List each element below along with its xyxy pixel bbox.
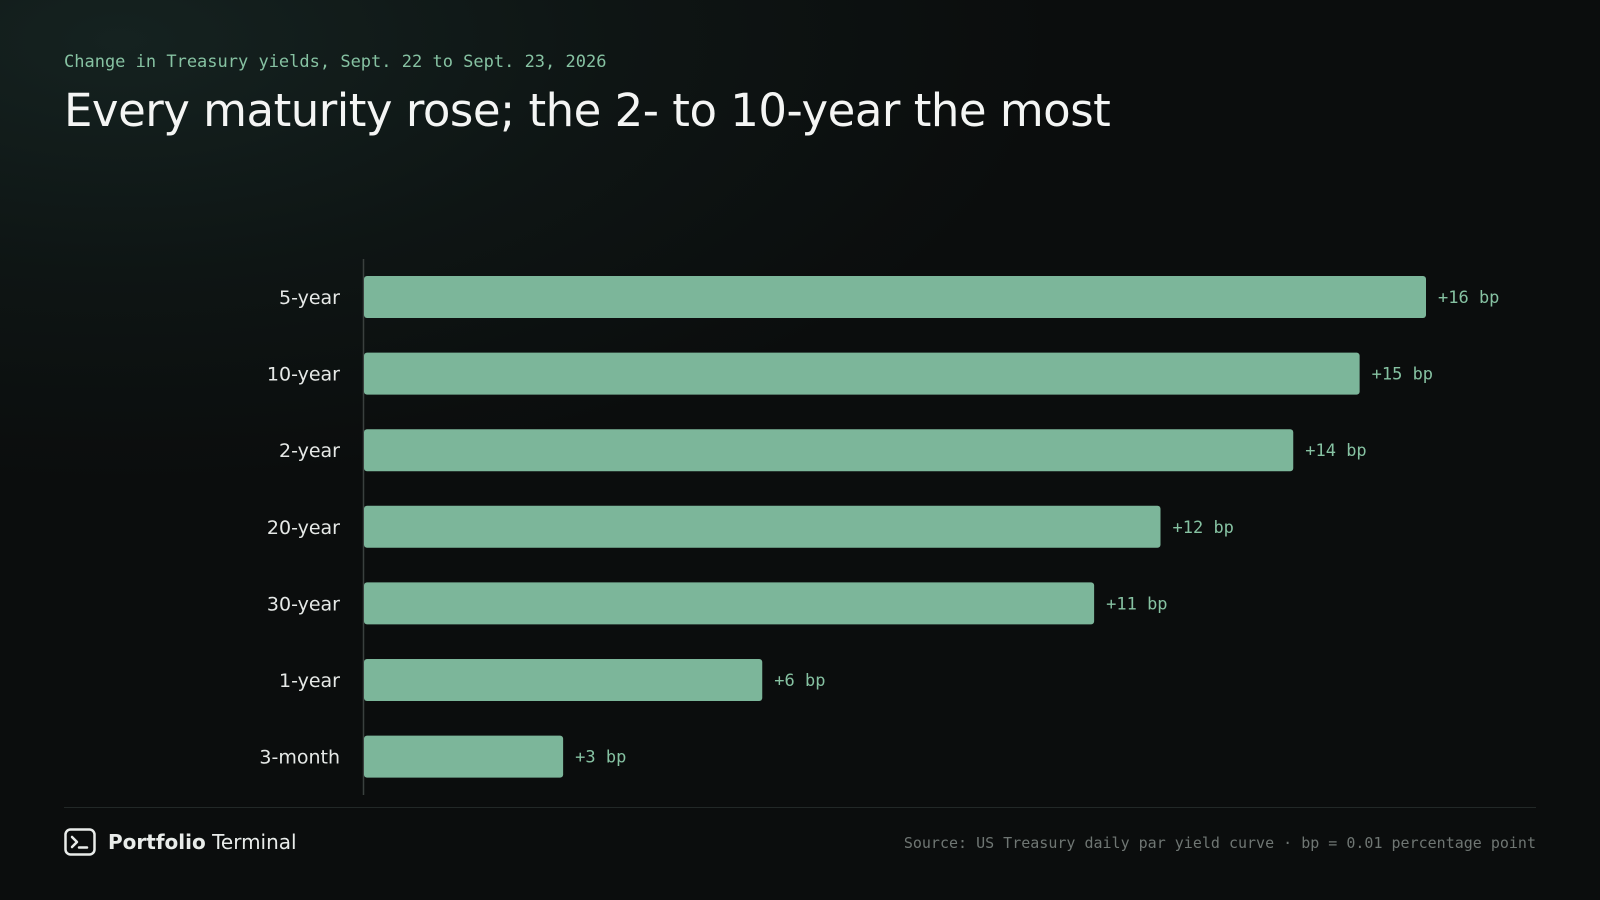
bar — [364, 659, 763, 701]
value-label: +11 bp — [1106, 594, 1167, 614]
bar — [364, 582, 1095, 625]
footer-divider — [64, 807, 1536, 808]
source-note: Source: US Treasury daily par yield curv… — [903, 834, 1536, 852]
chart-title: Every maturity rose; the 2- to 10-year t… — [64, 84, 1111, 137]
bar-chart: 5-year +16 bp 10-year +15 bp 2-year +14 bp 20-… — [259, 259, 1499, 795]
value-label: +6 bp — [774, 671, 825, 691]
value-label: +14 bp — [1305, 441, 1366, 461]
category-label: 2-year — [279, 440, 340, 462]
category-label: 10-year — [267, 364, 340, 386]
brand-name: Portfolio Terminal — [108, 830, 297, 854]
value-label: +15 bp — [1372, 365, 1433, 385]
brand-name-bold: Portfolio — [108, 830, 206, 854]
terminal-prompt-icon — [64, 828, 96, 856]
value-label: +16 bp — [1438, 288, 1499, 308]
bar — [364, 429, 1294, 472]
chart-subtitle: Change in Treasury yields, Sept. 22 to S… — [64, 52, 607, 72]
brand-name-regular: Terminal — [212, 830, 297, 854]
bar — [364, 276, 1426, 318]
brand: Portfolio Terminal — [64, 826, 297, 858]
category-label: 5-year — [279, 287, 340, 309]
value-label: +3 bp — [575, 748, 626, 768]
bar — [364, 352, 1360, 395]
value-label: +12 bp — [1173, 518, 1234, 538]
bar — [364, 505, 1161, 548]
category-label: 3-month — [259, 747, 340, 769]
category-label: 1-year — [279, 670, 340, 692]
category-label: 20-year — [267, 517, 340, 539]
category-label: 30-year — [267, 593, 340, 615]
bar — [364, 735, 564, 778]
